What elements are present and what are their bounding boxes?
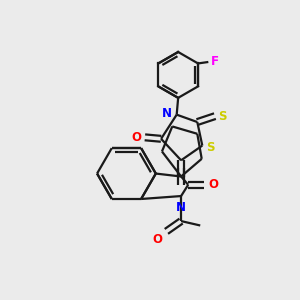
Text: O: O xyxy=(131,131,141,144)
Text: S: S xyxy=(218,110,227,123)
Text: O: O xyxy=(208,178,218,191)
Text: S: S xyxy=(206,141,214,154)
Text: F: F xyxy=(211,56,219,68)
Text: N: N xyxy=(176,201,186,214)
Text: N: N xyxy=(162,107,172,120)
Text: O: O xyxy=(153,233,163,246)
